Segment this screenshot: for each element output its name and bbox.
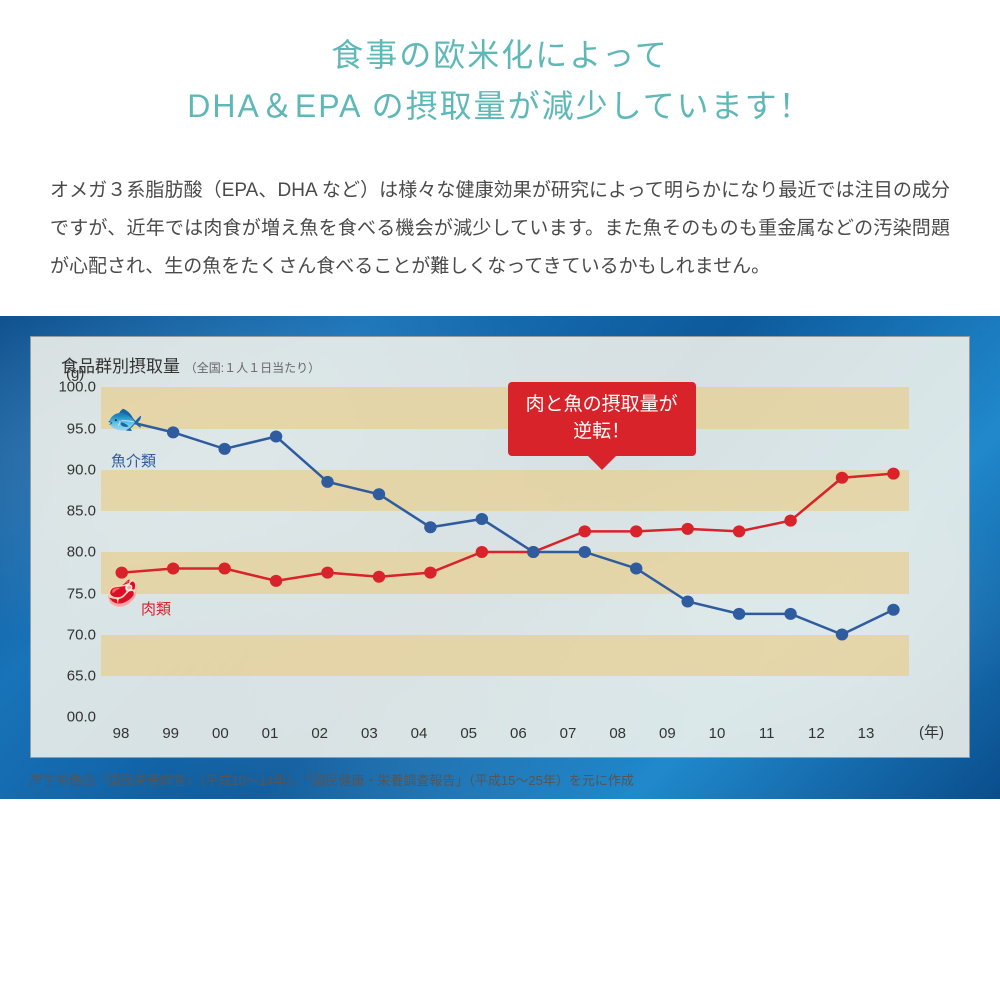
series-marker [424, 522, 436, 534]
x-tick: 04 [411, 725, 428, 742]
chart-section: 食品群別摂取量 （全国:１人１日当たり） (g) (年) 肉と魚の摂取量が 逆転… [0, 316, 1000, 799]
callout-bubble: 肉と魚の摂取量が 逆転！ [508, 382, 696, 455]
x-axis-unit: (年) [919, 721, 944, 742]
fish-icon: 🐟 [106, 402, 143, 437]
series-marker [887, 604, 899, 616]
series-label-fish: 魚介類 [111, 450, 156, 471]
x-tick: 99 [162, 725, 179, 742]
y-tick: 80.0 [46, 544, 96, 561]
chart-box: 食品群別摂取量 （全国:１人１日当たり） (g) (年) 肉と魚の摂取量が 逆転… [30, 336, 970, 758]
series-marker [321, 567, 333, 579]
series-marker [218, 443, 230, 455]
y-tick: 00.0 [46, 709, 96, 726]
meat-icon: 🥩 [106, 578, 138, 609]
chart-title: 食品群別摂取量 （全国:１人１日当たり） [61, 352, 959, 377]
y-tick: 65.0 [46, 668, 96, 685]
header: 食事の欧米化によって DHA＆EPA の摂取量が減少しています！ [0, 0, 1000, 152]
y-tick: 100.0 [46, 379, 96, 396]
series-marker [887, 468, 899, 480]
y-tick: 75.0 [46, 585, 96, 602]
y-tick: 95.0 [46, 420, 96, 437]
series-marker [476, 513, 488, 525]
series-marker [681, 523, 693, 535]
callout-line-2: 逆転！ [573, 421, 630, 442]
series-marker [476, 546, 488, 558]
x-tick: 12 [808, 725, 825, 742]
x-tick: 98 [113, 725, 130, 742]
series-marker [681, 596, 693, 608]
x-tick: 09 [659, 725, 676, 742]
x-tick: 00 [212, 725, 229, 742]
x-tick: 13 [858, 725, 875, 742]
body-paragraph: オメガ３系脂肪酸（EPA、DHA など）は様々な健康効果が研究によって明らかにな… [0, 152, 1000, 316]
series-marker [630, 563, 642, 575]
series-marker [167, 427, 179, 439]
series-marker [836, 472, 848, 484]
plot-wrap: (g) (年) 肉と魚の摂取量が 逆転！ 魚介類 肉類 🐟 🥩 100.095.… [101, 387, 949, 747]
x-tick: 06 [510, 725, 527, 742]
series-marker [373, 571, 385, 583]
series-label-meat: 肉類 [141, 598, 171, 619]
x-tick: 07 [560, 725, 577, 742]
x-tick: 08 [609, 725, 626, 742]
y-tick: 85.0 [46, 503, 96, 520]
series-marker [733, 608, 745, 620]
series-marker [270, 575, 282, 587]
series-marker [373, 489, 385, 501]
header-line-1: 食事の欧米化によって [60, 30, 940, 81]
plot-area: (g) (年) 肉と魚の摂取量が 逆転！ 魚介類 肉類 🐟 🥩 100.095.… [101, 387, 909, 717]
x-tick: 03 [361, 725, 378, 742]
x-tick: 05 [460, 725, 477, 742]
series-line [122, 474, 894, 581]
x-tick: 01 [262, 725, 279, 742]
series-marker [579, 546, 591, 558]
chart-svg [101, 387, 909, 717]
series-marker [579, 526, 591, 538]
header-line-2: DHA＆EPA の摂取量が減少しています！ [60, 81, 940, 132]
series-marker [424, 567, 436, 579]
x-tick: 10 [709, 725, 726, 742]
series-marker [167, 563, 179, 575]
series-marker [218, 563, 230, 575]
series-marker [784, 608, 796, 620]
source-note: 厚生労働省「国民栄養調査」（平成10～14年）、「国民健康・栄養調査報告」（平成… [30, 770, 970, 789]
x-tick: 11 [759, 725, 775, 742]
y-tick: 90.0 [46, 461, 96, 478]
series-marker [321, 476, 333, 488]
series-marker [630, 526, 642, 538]
x-tick: 02 [311, 725, 328, 742]
chart-title-sub: （全国:１人１日当たり） [185, 361, 320, 375]
series-marker [270, 431, 282, 443]
series-marker [527, 546, 539, 558]
series-marker [784, 515, 796, 527]
series-marker [836, 629, 848, 641]
callout-line-1: 肉と魚の摂取量が [526, 394, 678, 415]
series-marker [733, 526, 745, 538]
y-tick: 70.0 [46, 626, 96, 643]
